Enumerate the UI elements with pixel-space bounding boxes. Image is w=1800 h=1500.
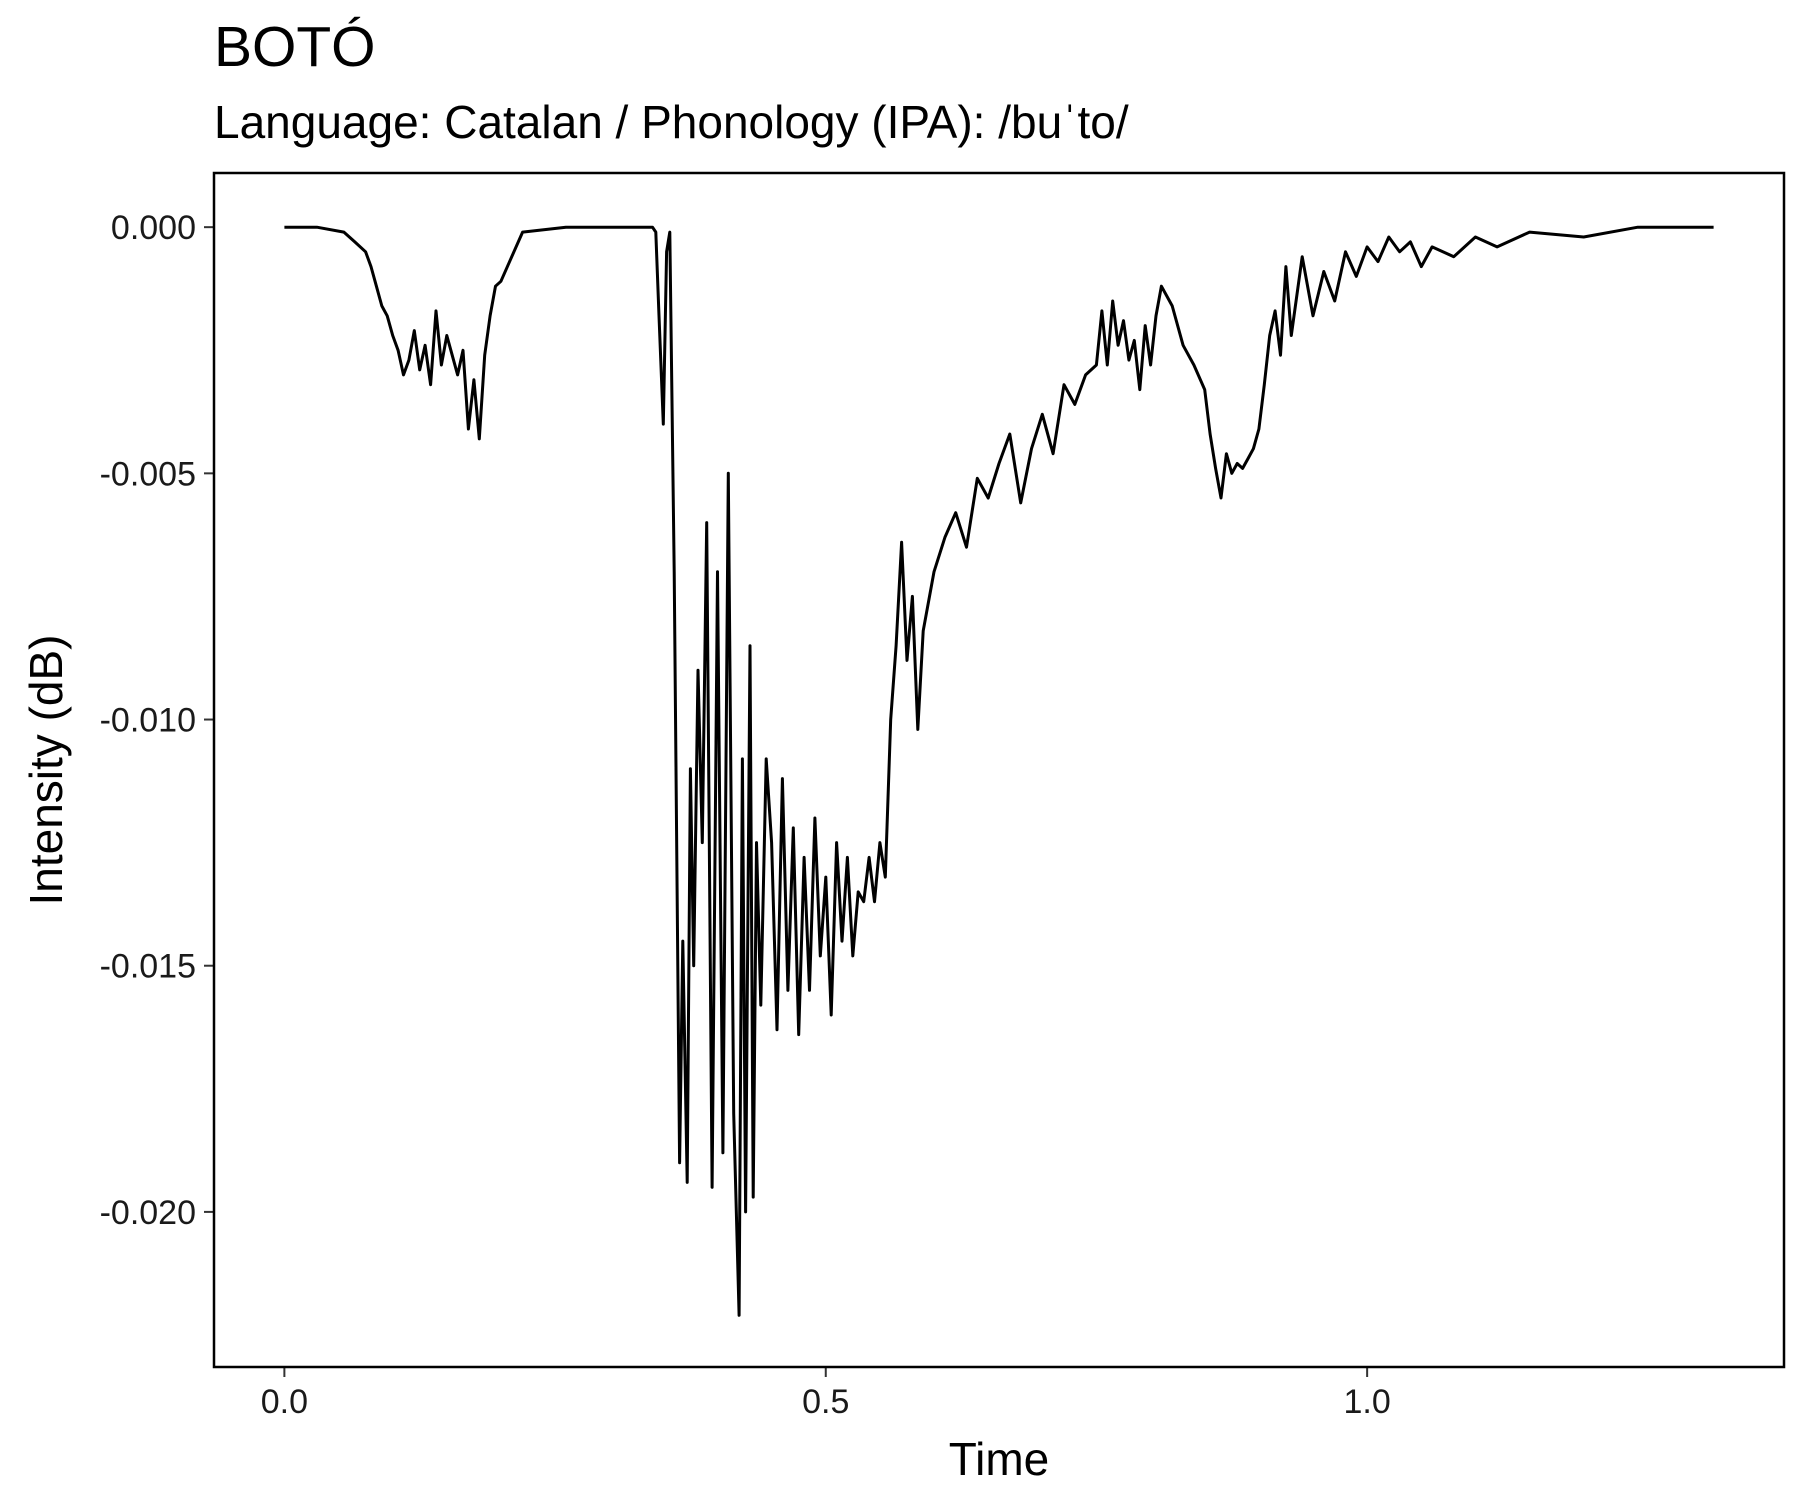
- plot-panel-border: [212, 171, 1786, 1369]
- axis-ticks: 0.0 0.5 1.0 0.000 -0.005 -0.010 -0.015 -0.020: [100, 209, 1391, 1421]
- y-tick-label: -0.020: [100, 1194, 196, 1232]
- x-tick-label: 0.0: [261, 1383, 308, 1421]
- intensity-series-line: [284, 225, 1714, 1317]
- x-tick-label: 1.0: [1344, 1383, 1391, 1421]
- y-axis-title: Intensity (dB): [20, 635, 72, 906]
- x-tick-label: 0.5: [802, 1383, 849, 1421]
- series-layer: [284, 225, 1714, 1317]
- chart-subtitle: Language: Catalan / Phonology (IPA): /bu…: [214, 96, 1129, 148]
- y-tick-label: -0.010: [100, 702, 196, 740]
- y-tick-label: -0.015: [100, 948, 196, 986]
- y-tick-label: -0.005: [100, 455, 196, 493]
- chart-title: BOTÓ: [214, 15, 376, 79]
- x-axis-title: Time: [949, 1433, 1050, 1485]
- y-tick-label: 0.000: [111, 209, 196, 247]
